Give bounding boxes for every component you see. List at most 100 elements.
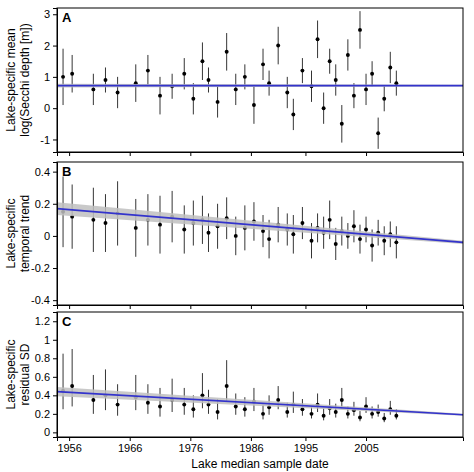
tick-mark bbox=[305, 437, 306, 441]
point bbox=[216, 410, 220, 414]
trend-line bbox=[57, 85, 463, 87]
point bbox=[358, 416, 362, 420]
tick-label: 0.4 bbox=[35, 389, 50, 401]
y-axis-title: Lake-specific bbox=[4, 339, 18, 409]
tick-mark bbox=[130, 437, 131, 441]
tick: 0 bbox=[44, 426, 57, 438]
tick-mark bbox=[53, 77, 57, 78]
tick-mark bbox=[53, 358, 57, 359]
point bbox=[70, 384, 74, 388]
error-bar bbox=[63, 354, 64, 410]
tick-label: -0.2 bbox=[31, 262, 50, 274]
tick-mark bbox=[53, 14, 57, 15]
point bbox=[207, 231, 211, 235]
panel-label: A bbox=[62, 10, 72, 25]
point bbox=[346, 53, 350, 57]
tick-mark bbox=[69, 152, 70, 156]
error-bar bbox=[105, 369, 106, 410]
point bbox=[234, 87, 238, 91]
point bbox=[200, 59, 204, 63]
point bbox=[382, 239, 386, 243]
tick-label: 0 bbox=[44, 426, 50, 438]
tick-mark bbox=[305, 305, 306, 309]
point bbox=[182, 403, 186, 407]
tick-mark bbox=[366, 305, 367, 309]
point bbox=[364, 87, 368, 91]
tick-mark bbox=[53, 432, 57, 433]
y-axis-title: Lake-specific bbox=[4, 198, 18, 268]
plot-area bbox=[57, 11, 463, 149]
point bbox=[146, 69, 150, 73]
tick-label: -0.4 bbox=[31, 294, 50, 306]
panel-label: C bbox=[62, 314, 72, 329]
tick: 1966 bbox=[118, 437, 142, 454]
point bbox=[352, 224, 356, 228]
x-axis bbox=[58, 305, 464, 309]
point bbox=[328, 59, 332, 63]
tick bbox=[190, 152, 191, 156]
tick-mark bbox=[53, 300, 57, 301]
error-bar bbox=[253, 388, 254, 411]
point bbox=[334, 410, 338, 414]
point bbox=[216, 100, 220, 104]
tick-mark bbox=[53, 395, 57, 396]
tick-label: 2005 bbox=[354, 442, 378, 454]
point bbox=[234, 404, 238, 408]
error-bar bbox=[226, 360, 227, 401]
tick: 2 bbox=[44, 40, 57, 52]
plot-area bbox=[57, 349, 463, 422]
point bbox=[104, 78, 108, 82]
point bbox=[370, 412, 374, 416]
point bbox=[116, 91, 120, 95]
point bbox=[191, 97, 195, 101]
axis-line bbox=[53, 313, 58, 438]
tick-mark bbox=[53, 236, 57, 237]
point bbox=[358, 28, 362, 32]
point bbox=[158, 94, 162, 98]
point bbox=[370, 244, 374, 248]
tick-mark bbox=[53, 268, 57, 269]
tick: 0.6 bbox=[35, 371, 57, 383]
point bbox=[207, 78, 211, 82]
tick bbox=[366, 305, 367, 309]
tick bbox=[305, 305, 306, 309]
tick bbox=[190, 305, 191, 309]
point bbox=[310, 239, 314, 243]
tick-label: 0.4 bbox=[35, 166, 50, 178]
error-bar bbox=[72, 349, 73, 406]
tick-label: 3 bbox=[44, 8, 50, 20]
y-axis-title: residual SD bbox=[18, 343, 32, 405]
tick: -1 bbox=[40, 133, 57, 145]
tick: 1986 bbox=[239, 437, 263, 454]
point bbox=[182, 72, 186, 76]
axis-line bbox=[58, 153, 464, 157]
tick-label: 1976 bbox=[179, 442, 203, 454]
point bbox=[252, 103, 256, 107]
plot-frame bbox=[57, 8, 463, 152]
tick: -0.2 bbox=[31, 262, 57, 274]
tick: 0.8 bbox=[35, 352, 57, 364]
axis-line bbox=[58, 438, 464, 442]
point bbox=[322, 414, 326, 418]
tick-mark bbox=[251, 305, 252, 309]
plot-frame bbox=[57, 162, 463, 305]
axis-line bbox=[53, 9, 58, 153]
error-bar bbox=[117, 384, 118, 415]
error-bar bbox=[293, 392, 294, 413]
point bbox=[267, 237, 271, 241]
point bbox=[388, 66, 392, 70]
point bbox=[91, 398, 95, 402]
point bbox=[158, 223, 162, 227]
point bbox=[334, 78, 338, 82]
tick-mark bbox=[251, 437, 252, 441]
tick-mark bbox=[366, 437, 367, 441]
tick: 1 bbox=[44, 334, 57, 346]
point bbox=[276, 398, 280, 402]
point bbox=[116, 403, 120, 407]
tick bbox=[251, 152, 252, 156]
point bbox=[191, 407, 195, 411]
point bbox=[285, 91, 289, 95]
point bbox=[291, 112, 295, 116]
tick-label: 0.2 bbox=[35, 198, 50, 210]
point bbox=[352, 94, 356, 98]
